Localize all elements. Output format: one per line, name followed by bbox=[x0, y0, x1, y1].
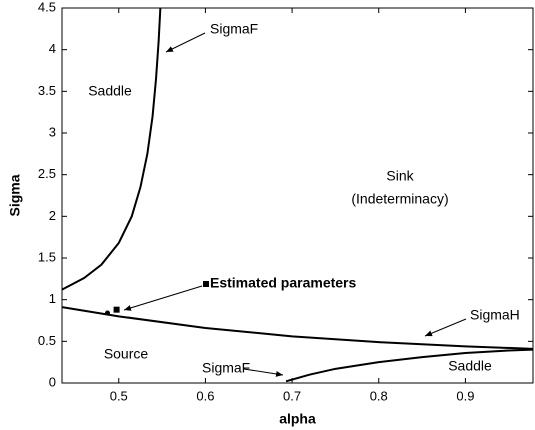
region-label: Sink bbox=[386, 168, 414, 184]
curve-label: SigmaF bbox=[210, 21, 258, 37]
annotation-arrow bbox=[123, 285, 203, 311]
curve-label: Estimated parameters bbox=[210, 275, 357, 291]
y-tick-label: 3 bbox=[49, 124, 56, 139]
curve-label: SigmaF bbox=[202, 360, 250, 376]
curve-label: SigmaH bbox=[470, 307, 520, 323]
curve bbox=[61, 7, 162, 291]
y-tick-label: 0.5 bbox=[38, 333, 56, 348]
y-tick-label: 3.5 bbox=[38, 83, 56, 98]
annotation-arrow bbox=[165, 32, 206, 53]
annotation-arrow bbox=[243, 368, 284, 377]
point bbox=[113, 306, 120, 313]
plot-frame bbox=[61, 7, 534, 384]
y-axis-label: Sigma bbox=[7, 174, 23, 216]
x-tick-label: 0.9 bbox=[456, 388, 474, 403]
x-axis-label: alpha bbox=[279, 411, 316, 427]
y-tick-label: 1.5 bbox=[38, 249, 56, 264]
y-tick-label: 0 bbox=[49, 374, 56, 389]
x-tick-label: 0.7 bbox=[283, 388, 301, 403]
y-tick-label: 4 bbox=[49, 41, 56, 56]
region-label: Saddle bbox=[88, 83, 132, 99]
x-tick-label: 0.8 bbox=[370, 388, 388, 403]
annotation-arrow bbox=[424, 318, 467, 337]
legend-marker bbox=[203, 281, 209, 287]
point bbox=[104, 310, 110, 316]
curve bbox=[285, 348, 534, 383]
region-label: Saddle bbox=[448, 358, 492, 374]
curve bbox=[61, 306, 534, 350]
y-tick-label: 2.5 bbox=[38, 166, 56, 181]
y-tick-label: 2 bbox=[49, 208, 56, 223]
region-label: (Indeterminacy) bbox=[351, 191, 448, 207]
y-tick-label: 4.5 bbox=[38, 0, 56, 14]
x-tick-label: 0.6 bbox=[196, 388, 214, 403]
y-tick-label: 1 bbox=[49, 291, 56, 306]
x-tick-label: 0.5 bbox=[110, 388, 128, 403]
region-label: Source bbox=[104, 346, 149, 362]
